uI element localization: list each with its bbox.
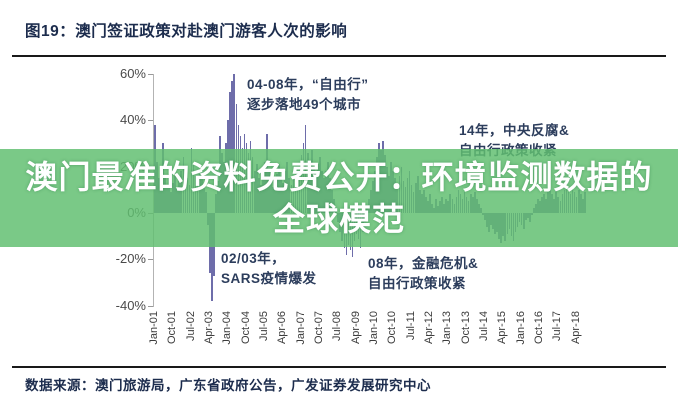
x-axis-tick-label: Apr-15 — [496, 311, 509, 345]
y-axis-tick-mark — [147, 259, 153, 261]
overlay-banner-line2: 全球模范 — [272, 201, 405, 237]
chart-annotation: 04-08年，“自由行” 逐步落地49个城市 — [247, 77, 369, 112]
x-axis-tick-label: Oct-13 — [459, 311, 472, 345]
x-axis-tick-label: Apr-09 — [349, 311, 362, 345]
x-axis-tick-label: Apr-18 — [569, 311, 582, 345]
x-axis-tick-label: Apr-06 — [276, 311, 289, 345]
x-axis-tick-label: Jan-16 — [514, 311, 527, 345]
x-axis-tick-label: Jul-14 — [478, 311, 491, 341]
x-axis-tick-label: Oct-10 — [386, 311, 399, 345]
x-axis-tick-label: Jan-13 — [441, 311, 454, 345]
x-axis-tick-label: Jul-08 — [331, 311, 344, 341]
x-axis-tick-label: Jul-11 — [404, 311, 417, 341]
x-axis-tick-label: Oct-16 — [533, 311, 546, 345]
x-axis-tick-label: Jan-04 — [221, 311, 234, 345]
x-axis-tick-label: Jan-01 — [148, 311, 161, 345]
top-divider-line — [12, 55, 666, 57]
x-axis-tick-label: Apr-12 — [423, 311, 436, 345]
y-axis-tick-label: -20% — [115, 251, 146, 267]
y-axis-tick-mark — [147, 73, 153, 75]
bar — [233, 73, 236, 213]
x-axis-tick-label: Oct-04 — [239, 311, 252, 345]
y-axis-tick-mark — [147, 305, 153, 307]
bottom-divider-line — [12, 366, 666, 368]
x-axis-tick-label: Jul-17 — [551, 311, 564, 341]
y-axis-tick-label: -40% — [115, 297, 146, 313]
x-axis-tick-label: Jan-07 — [294, 311, 307, 345]
x-axis-tick-label: Oct-01 — [166, 311, 179, 345]
y-axis-tick-label: 40% — [119, 112, 146, 128]
chart-annotation: 02/03年， SARS疫情爆发 — [221, 251, 317, 286]
x-axis-tick-label: Apr-03 — [203, 311, 216, 345]
x-axis-tick-label: Oct-07 — [313, 311, 326, 345]
bar — [211, 213, 213, 302]
chart-annotation: 08年，金融危机& 自由行政策收紧 — [368, 256, 479, 291]
x-axis-tick-label: Jul-05 — [258, 311, 271, 341]
bar — [231, 80, 234, 213]
overlay-banner: 澳门最准的资料免费公开：环境监测数据的 全球模范 — [0, 149, 678, 247]
x-axis-tick-label: Jan-10 — [368, 311, 381, 345]
figure-title: 图19：澳门签证政策对赴澳门游客人次的影响 — [25, 23, 348, 40]
y-axis-tick-mark — [147, 120, 153, 122]
x-axis-tick-label: Jul-02 — [184, 311, 197, 341]
data-source-text: 数据来源：澳门旅游局，广东省政府公告，广发证券发展研究中心 — [25, 378, 431, 393]
overlay-banner-line1: 澳门最准的资料免费公开：环境监测数据的 — [25, 159, 653, 195]
y-axis-tick-label: 60% — [119, 65, 146, 81]
